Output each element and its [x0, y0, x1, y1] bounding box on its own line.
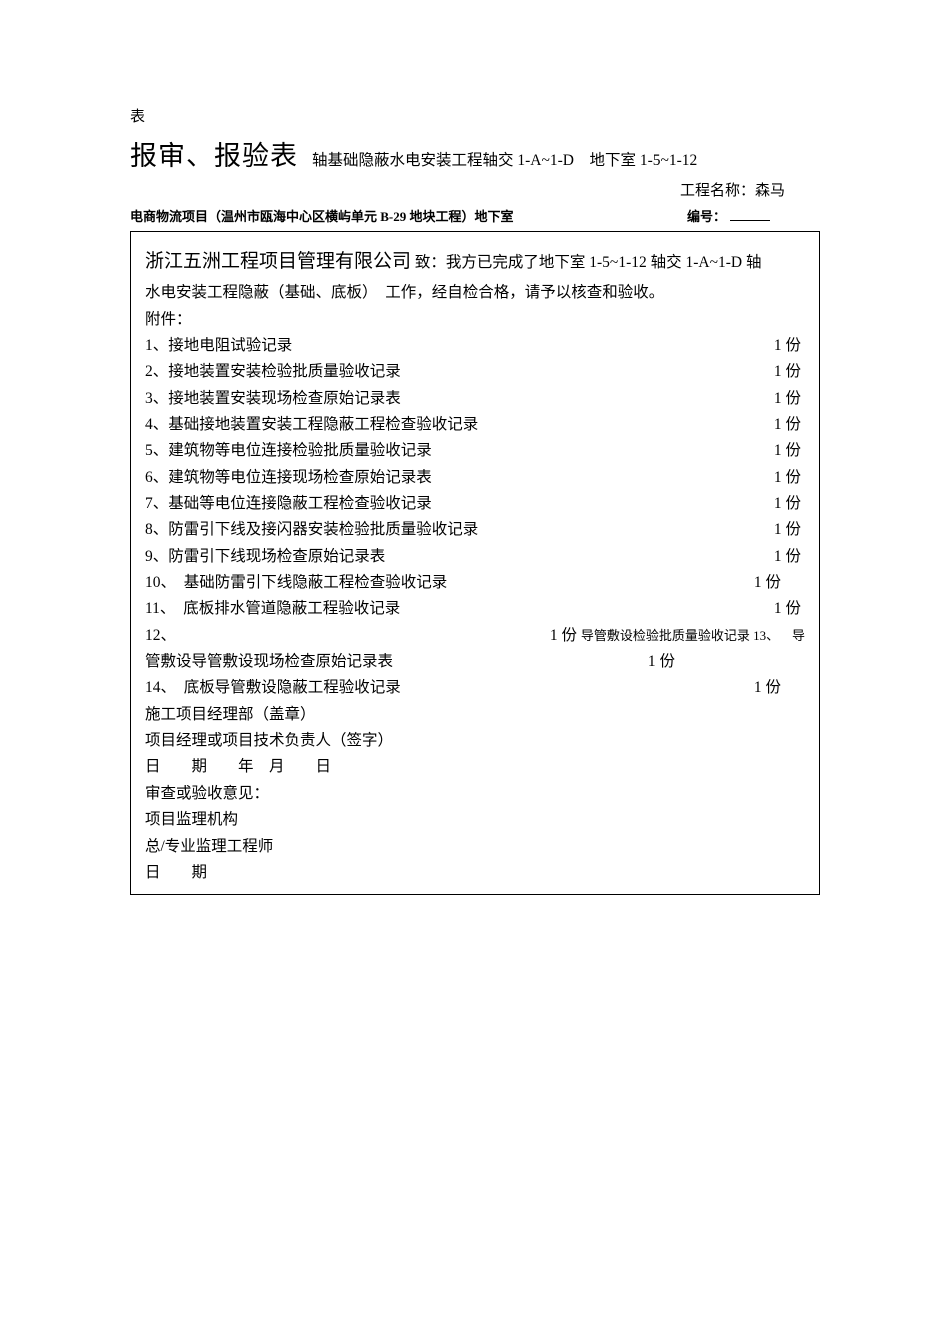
item-text: 2、接地装置安装检验批质量验收记录 [145, 359, 774, 385]
item-12-extra: 导管敷设检验批质量验收记录 13、 [581, 628, 773, 643]
project-detail: 电商物流项目（温州市瓯海中心区横屿单元 B-29 地块工程）地下室 [130, 206, 687, 225]
contractor-stamp: 施工项目经理部（盖章） [145, 702, 805, 728]
item-num: 7、 [145, 495, 168, 512]
item-13-text: 管敷设导管敷设现场检查原始记录表 [145, 649, 648, 675]
item-num: 9、 [145, 548, 168, 565]
item-count: 1 份 [754, 570, 805, 596]
item-title: 接地电阻试验记录 [168, 337, 292, 354]
list-item: 8、防雷引下线及接闪器安装检验批质量验收记录 1 份 [145, 517, 805, 543]
list-item: 10、 基础防雷引下线隐蔽工程检查验收记录 1 份 [145, 570, 805, 596]
item-num: 8、 [145, 521, 168, 538]
item-num: 6、 [145, 469, 168, 486]
item-count: 1 份 [774, 465, 805, 491]
signature-block: 施工项目经理部（盖章） 项目经理或项目技术负责人（签字） 日 期 年 月 日 审… [145, 702, 805, 886]
list-item-13-wrap: 管敷设导管敷设现场检查原始记录表 1 份 [145, 649, 805, 675]
subtitle: 轴基础隐蔽水电安装工程轴交 1-A~1-D 地下室 1-5~1-12 [312, 148, 697, 170]
serial-number: 编号： [687, 206, 820, 225]
list-item-14: 14、 底板导管敷设隐蔽工程验收记录 1 份 [145, 675, 805, 701]
list-item: 2、接地装置安装检验批质量验收记录 1 份 [145, 359, 805, 385]
item-title: 接地装置安装检验批质量验收记录 [168, 363, 401, 380]
item-title: 建筑物等电位连接现场检查原始记录表 [168, 469, 432, 486]
item-12-tail: 导 [792, 628, 805, 643]
content-box: 浙江五洲工程项目管理有限公司 致：我方已完成了地下室 1-5~1-12 轴交 1… [130, 232, 820, 895]
item-count: 1 份 [774, 359, 805, 385]
item-count: 1 份 [774, 438, 805, 464]
item-text: 6、建筑物等电位连接现场检查原始记录表 [145, 465, 774, 491]
list-item: 7、基础等电位连接隐蔽工程检查验收记录 1 份 [145, 491, 805, 517]
item-text: 11、 底板排水管道隐蔽工程验收记录 [145, 596, 774, 622]
date-line-2: 日 期 [145, 860, 805, 886]
item-title: 接地装置安装现场检查原始记录表 [168, 390, 401, 407]
item-text: 4、基础接地装置安装工程隐蔽工程检查验收记录 [145, 412, 774, 438]
item-12-count: 1 份 [550, 627, 577, 644]
item-title: 防雷引下线现场检查原始记录表 [168, 548, 385, 565]
supervision-engineer: 总/专业监理工程师 [145, 834, 805, 860]
list-item: 9、防雷引下线现场检查原始记录表 1 份 [145, 544, 805, 570]
supervision-org: 项目监理机构 [145, 807, 805, 833]
company-name: 浙江五洲工程项目管理有限公司 [145, 251, 411, 272]
item-14-text: 14、 底板导管敷设隐蔽工程验收记录 [145, 675, 754, 701]
item-num: 3、 [145, 390, 168, 407]
attachment-label: 附件： [145, 307, 805, 333]
item-text: 3、接地装置安装现场检查原始记录表 [145, 386, 774, 412]
list-item: 6、建筑物等电位连接现场检查原始记录表 1 份 [145, 465, 805, 491]
main-title: 报审、报验表 [130, 134, 298, 173]
serial-blank [730, 208, 770, 221]
item-text: 10、 基础防雷引下线隐蔽工程检查验收记录 [145, 570, 754, 596]
list-item: 1、接地电阻试验记录 1 份 [145, 333, 805, 359]
list-item-12: 12、 1 份 导管敷设检验批质量验收记录 13、 导 [145, 623, 805, 649]
serial-label: 编号： [687, 209, 726, 224]
manager-sign: 项目经理或项目技术负责人（签字） [145, 728, 805, 754]
item-text: 5、建筑物等电位连接检验批质量验收记录 [145, 438, 774, 464]
item-num: 11、 [145, 600, 168, 617]
list-item: 11、 底板排水管道隐蔽工程验收记录 1 份 [145, 596, 805, 622]
intro-line-1: 浙江五洲工程项目管理有限公司 致：我方已完成了地下室 1-5~1-12 轴交 1… [145, 246, 805, 278]
item-count: 1 份 [774, 491, 805, 517]
project-name-label: 工程名称：森马 [680, 183, 785, 199]
item-text: 9、防雷引下线现场检查原始记录表 [145, 544, 774, 570]
item-text: 7、基础等电位连接隐蔽工程检查验收记录 [145, 491, 774, 517]
item-12-num: 12、 [145, 623, 550, 649]
item-count: 1 份 [774, 517, 805, 543]
item-text: 1、接地电阻试验记录 [145, 333, 774, 359]
date-line-1: 日 期 年 月 日 [145, 754, 805, 780]
item-14-count: 1 份 [754, 675, 805, 701]
item-text: 8、防雷引下线及接闪器安装检验批质量验收记录 [145, 517, 774, 543]
sub-header-row: 电商物流项目（温州市瓯海中心区横屿单元 B-29 地块工程）地下室 编号： [130, 206, 820, 232]
item-12-right: 1 份 导管敷设检验批质量验收记录 13、 导 [550, 623, 805, 649]
list-item: 4、基础接地装置安装工程隐蔽工程检查验收记录 1 份 [145, 412, 805, 438]
intro-line-2: 水电安装工程隐蔽（基础、底板） 工作，经自检合格，请予以核查和验收。 [145, 280, 805, 306]
item-title: 防雷引下线及接闪器安装检验批质量验收记录 [168, 521, 478, 538]
item-title: 基础接地装置安装工程隐蔽工程检查验收记录 [168, 416, 478, 433]
item-count: 1 份 [774, 544, 805, 570]
table-label: 表 [130, 105, 820, 126]
list-item: 5、建筑物等电位连接检验批质量验收记录 1 份 [145, 438, 805, 464]
project-name-row: 工程名称：森马 [130, 179, 820, 200]
intro-tail: 致：我方已完成了地下室 1-5~1-12 轴交 1-A~1-D 轴 [415, 254, 762, 271]
item-title: 底板排水管道隐蔽工程验收记录 [183, 600, 400, 617]
review-opinion: 审查或验收意见： [145, 781, 805, 807]
item-title: 建筑物等电位连接检验批质量验收记录 [168, 442, 432, 459]
item-num: 5、 [145, 442, 168, 459]
item-count: 1 份 [774, 386, 805, 412]
item-13-count: 1 份 [648, 649, 805, 675]
item-count: 1 份 [774, 333, 805, 359]
item-num: 10、 [145, 574, 168, 591]
title-row: 报审、报验表 轴基础隐蔽水电安装工程轴交 1-A~1-D 地下室 1-5~1-1… [130, 134, 820, 173]
item-num: 1、 [145, 337, 168, 354]
item-num: 4、 [145, 416, 168, 433]
item-title: 基础防雷引下线隐蔽工程检查验收记录 [184, 574, 448, 591]
item-title: 基础等电位连接隐蔽工程检查验收记录 [168, 495, 432, 512]
item-count: 1 份 [774, 412, 805, 438]
list-item: 3、接地装置安装现场检查原始记录表 1 份 [145, 386, 805, 412]
item-num: 2、 [145, 363, 168, 380]
item-count: 1 份 [774, 596, 805, 622]
